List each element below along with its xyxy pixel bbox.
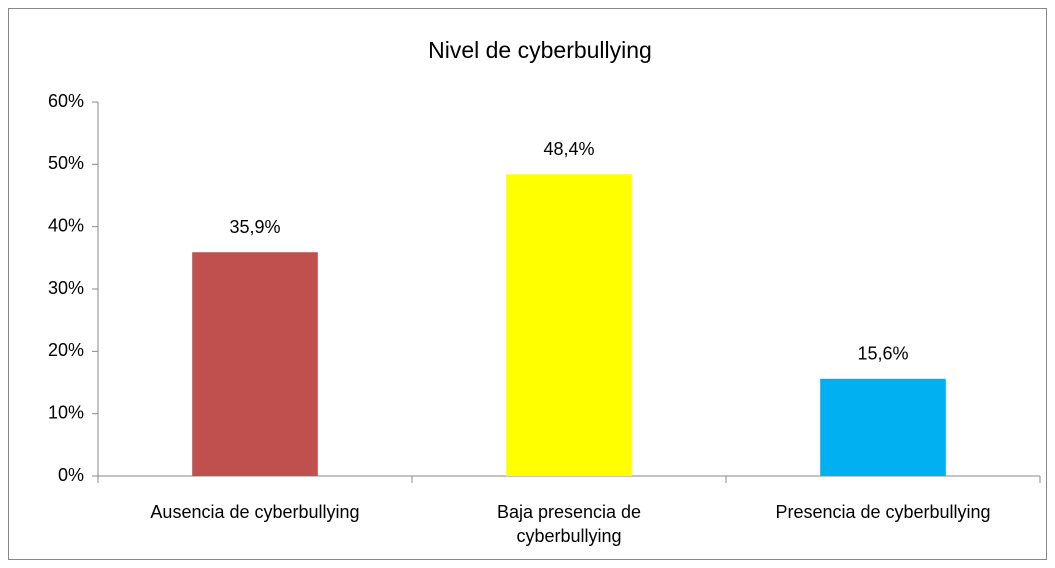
chart-title: Nivel de cyberbullying [428,37,652,63]
bar [506,174,632,476]
y-tick-label: 60% [48,91,84,111]
bar [192,252,318,476]
value-label: 15,6% [857,344,908,364]
y-tick-label: 20% [48,340,84,360]
y-tick-label: 10% [48,402,84,422]
y-tick-label: 30% [48,278,84,298]
value-label: 48,4% [543,139,594,159]
y-tick-label: 0% [58,465,84,485]
x-tick-label: Baja presencia de cyberbullying [496,502,642,546]
x-tick-label: Ausencia de cyberbullying [150,502,360,522]
y-tick-label: 50% [48,153,84,173]
value-label: 35,9% [229,217,280,237]
x-tick-label: Presencia de cyberbullying [775,502,991,522]
y-tick-label: 40% [48,215,84,235]
bar [820,378,946,476]
